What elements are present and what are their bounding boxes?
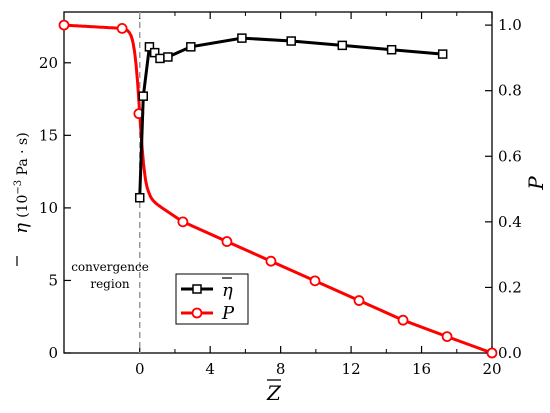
p-series-point [397,314,409,326]
y-left-label-unit: (10 [15,195,31,218]
eta-series-line [138,36,443,198]
eta-series-point [163,52,173,62]
plot-frame [63,11,493,354]
p-series-line [182,220,493,355]
legend-box [175,273,249,325]
y-right-axis-label: P [524,176,548,191]
legend: η P [175,273,249,325]
y-right-tick-label: 0.2 [498,278,522,296]
x-tick-label: 0 [135,360,145,378]
legend-eta-marker [192,284,202,294]
x-tick-label: 12 [342,360,361,378]
y-left-label-text: η (10−3 Pa · s) [11,132,32,233]
legend-eta-label: η [222,280,233,301]
p-series-point [309,275,321,287]
annotation-convergence: convergence [71,260,149,274]
y-left-tick-label: 0 [48,344,58,362]
series-layer [58,19,498,359]
p-series-point [441,331,453,343]
legend-p-marker [191,307,203,319]
y-right-tick-label: 1.0 [498,16,522,34]
y-right-tick-label: 0.8 [498,82,522,100]
y-left-tick-label: 5 [48,271,58,289]
y-left-tick-label: 15 [39,126,58,144]
p-series-point [221,236,233,247]
x-tick-label: 16 [412,360,431,378]
eta-series-point [186,42,196,52]
eta-series-point [144,42,155,52]
ticks [64,12,493,354]
eta-series-point [437,49,448,59]
x-tick-label: 20 [482,360,501,378]
y-left-label-exponent: −3 [13,180,24,195]
p-series-point [265,255,277,267]
eta-series-point [386,44,397,55]
eta-series-point [286,36,296,46]
y-left-label-symbol: η [11,223,32,234]
y-right-tick-label: 0.0 [498,344,522,362]
y-left-tick-label: 10 [39,199,58,217]
eta-series-point [138,91,149,101]
annotation-region: region [90,277,130,291]
p-series-point [116,22,128,34]
eta-series-point [134,192,145,203]
eta-series-point [149,47,160,58]
y-left-tick-label: 20 [39,54,58,72]
y-right-tick-label: 0.6 [498,147,522,165]
eta-series-point [237,33,247,43]
p-series-point [353,295,365,306]
p-series-point [58,19,70,31]
p-series-point [486,347,498,359]
eta-series-point [155,53,165,64]
y-left-label-unit-tail: Pa · s) [15,132,31,180]
eta-series-point [337,40,348,51]
legend-p-label: P [221,303,235,324]
p-series-point [177,216,189,228]
y-left-axis-label: η (10−3 Pa · s) [11,132,32,233]
p-smooth-curve-layer [63,23,493,355]
x-tick-label: 4 [205,360,215,378]
x-axis-label: Z [266,381,282,405]
x-tick-label: 8 [276,360,286,378]
y-right-tick-label: 0.4 [498,213,522,231]
